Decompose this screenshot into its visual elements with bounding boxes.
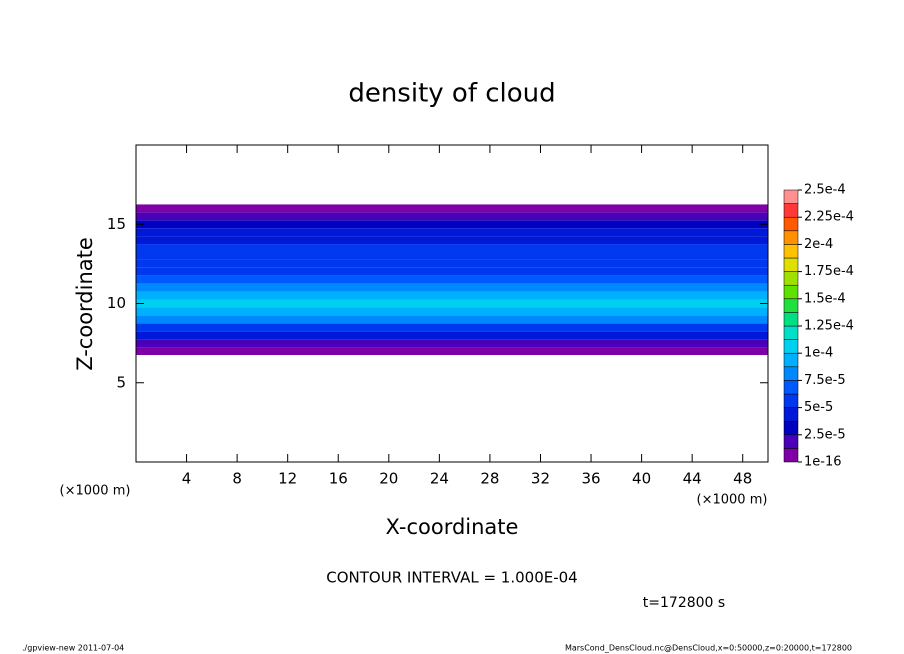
colorbar-label: 2.25e-4 <box>804 210 854 225</box>
x-axis-label: X-coordinate <box>386 515 519 539</box>
colorbar-label: 7.5e-5 <box>804 373 846 388</box>
x-tick-label: 40 <box>632 470 651 488</box>
x-tick-label: 20 <box>379 470 398 488</box>
colorbar-swatch <box>783 271 799 286</box>
colorbar-swatch <box>783 284 799 300</box>
field-band <box>136 339 768 348</box>
field-band <box>136 315 768 324</box>
colorbar-swatch <box>783 203 799 218</box>
contour-interval: CONTOUR INTERVAL = 1.000E-04 <box>326 569 577 587</box>
field-band <box>136 236 768 245</box>
time-label: t=172800 s <box>643 595 725 611</box>
x-tick-label: 16 <box>329 470 348 488</box>
colorbar-swatch <box>783 393 799 408</box>
field-band <box>136 299 768 308</box>
field-band <box>136 283 768 292</box>
field-band <box>136 212 768 221</box>
colorbar-swatch <box>783 407 799 422</box>
y-tick-label: 5 <box>116 373 126 391</box>
colorbar-label: 1.75e-4 <box>804 264 854 279</box>
footer-left: ./gpview-new 2011-07-04 <box>22 644 124 653</box>
colorbar-label: 1.25e-4 <box>804 319 854 334</box>
field-band <box>136 204 768 213</box>
x-tick-label: 12 <box>278 470 297 488</box>
x-tick-label: 8 <box>232 470 242 488</box>
colorbar-swatch <box>783 420 799 436</box>
colorbar-label: 1.5e-4 <box>804 291 846 306</box>
colorbar-swatch <box>783 244 799 259</box>
x-tick-label: 44 <box>683 470 702 488</box>
x-tick-label: 32 <box>531 470 550 488</box>
colorbar-swatch <box>783 230 799 245</box>
y-axis-label: Z-coordinate <box>73 237 97 371</box>
field-band <box>136 291 768 300</box>
y-unit: (×1000 m) <box>60 484 131 499</box>
colorbar-label: 5e-5 <box>804 400 833 415</box>
field-band <box>136 259 768 268</box>
colorbar-label: 2.5e-5 <box>804 427 846 442</box>
colorbar-swatch <box>783 189 799 204</box>
x-tick-label: 4 <box>182 470 192 488</box>
field-band <box>136 267 768 276</box>
x-tick-label: 48 <box>733 470 752 488</box>
colorbar-label: 2.5e-4 <box>804 183 846 198</box>
field-band <box>136 244 768 252</box>
colorbar-swatch <box>783 434 799 449</box>
y-tick-label: 15 <box>107 215 126 233</box>
field-band <box>136 251 768 260</box>
x-tick-label: 28 <box>480 470 499 488</box>
colorbar-swatch <box>783 312 799 327</box>
colorbar-swatch <box>783 380 799 395</box>
field-band <box>136 331 768 340</box>
colorbar-swatch <box>783 352 799 368</box>
field-band <box>136 228 768 237</box>
colorbar-swatch <box>783 298 799 313</box>
colorbar-swatch <box>783 339 799 354</box>
x-tick-label: 24 <box>430 470 449 488</box>
colorbar-label: 1e-4 <box>804 346 833 361</box>
x-tick-label: 36 <box>581 470 600 488</box>
colorbar-swatch <box>783 366 799 381</box>
field-band <box>136 307 768 316</box>
colorbar-swatch <box>783 216 799 232</box>
field-band <box>136 220 768 229</box>
field-band <box>136 275 768 284</box>
chart-title: density of cloud <box>348 79 555 109</box>
y-tick-label: 10 <box>107 294 126 312</box>
colorbar-label: 2e-4 <box>804 237 833 252</box>
colorbar-swatch <box>783 257 799 272</box>
field-band <box>136 323 768 332</box>
colorbar-label: 1e-16 <box>804 455 842 470</box>
footer-right: MarsCond_DensCloud.nc@DensCloud,x=0:5000… <box>565 644 852 653</box>
colorbar-swatch <box>783 448 799 463</box>
x-unit: (×1000 m) <box>697 493 768 508</box>
field-band <box>136 347 768 356</box>
colorbar-swatch <box>783 325 799 340</box>
